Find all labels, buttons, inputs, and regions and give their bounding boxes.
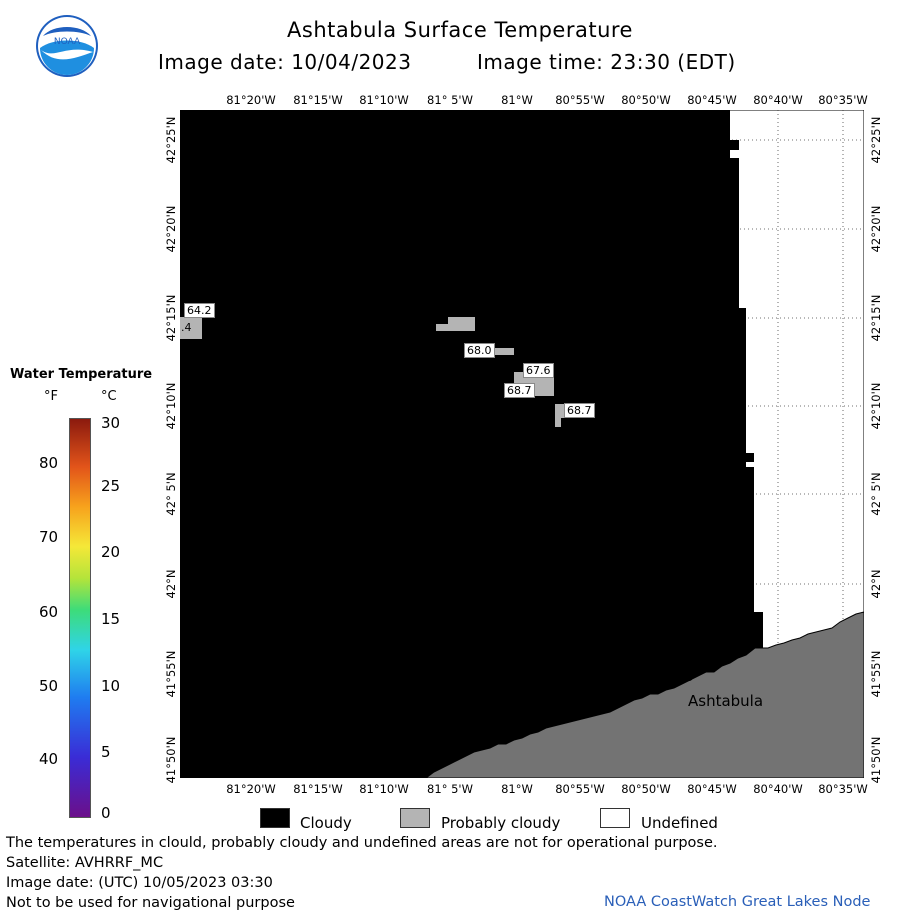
lon-tick: 81°W [501, 93, 533, 107]
lat-tick: 42°10'N [869, 382, 883, 430]
temperature-label: 68.0 [464, 343, 495, 358]
lon-tick: 80°35'W [818, 93, 868, 107]
image-date: Image date: 10/04/2023 [158, 50, 412, 74]
footer-utc-date: Image date: (UTC) 10/05/2023 03:30 [6, 875, 273, 891]
lat-tick: 41°50'N [869, 736, 883, 784]
water-temperature-title: Water Temperature [10, 367, 153, 382]
lon-tick: 81°10'W [359, 93, 409, 107]
lon-tick: 80°45'W [687, 93, 737, 107]
land-area [425, 611, 864, 778]
temperature-label: 67.6 [523, 363, 554, 378]
scale-label-c: 15 [101, 610, 121, 628]
lat-tick: 42°N [164, 569, 178, 599]
lat-tick: 41°55'N [164, 650, 178, 698]
scale-label-f: 50 [39, 677, 59, 695]
lat-tick: 42° 5'N [164, 472, 178, 516]
lat-tick: 42°20'N [164, 205, 178, 253]
temperature-map [180, 110, 864, 778]
page-title: Ashtabula Surface Temperature [287, 18, 633, 42]
legend-swatch-probably-cloudy [400, 808, 430, 828]
lat-tick: 42°20'N [869, 205, 883, 253]
cloudy-area [180, 110, 763, 778]
lon-tick: 81°15'W [293, 782, 343, 796]
noaa-logo: NOAA [36, 15, 98, 77]
legend-label-probably-cloudy: Probably cloudy [441, 814, 561, 832]
scale-label-f: 40 [39, 750, 59, 768]
unit-fahrenheit: °F [44, 389, 58, 404]
footer-satellite: Satellite: AVHRRF_MC [6, 855, 164, 871]
temperature-label: .4 [181, 321, 192, 334]
svg-text:NOAA: NOAA [54, 37, 81, 47]
lon-tick: 80°55'W [555, 782, 605, 796]
footer-note: The temperatures in clould, probably clo… [6, 835, 718, 851]
lat-tick: 42°N [869, 569, 883, 599]
lon-tick: 81°15'W [293, 93, 343, 107]
scale-label-f: 70 [39, 528, 59, 546]
legend-swatch-undefined [600, 808, 630, 828]
scale-label-c: 0 [101, 804, 111, 822]
scale-label-f: 80 [39, 454, 59, 472]
lat-tick: 42°25'N [869, 116, 883, 164]
lat-tick: 41°50'N [164, 736, 178, 784]
legend-label-cloudy: Cloudy [300, 814, 352, 832]
scale-label-c: 10 [101, 677, 121, 695]
lon-tick: 80°40'W [753, 93, 803, 107]
lon-tick: 80°40'W [753, 782, 803, 796]
lon-tick: 81°20'W [226, 782, 276, 796]
ashtabula-marker [685, 673, 693, 681]
legend-label-undefined: Undefined [641, 814, 718, 832]
temperature-label: 68.7 [504, 383, 535, 398]
lon-tick: 80°50'W [621, 93, 671, 107]
image-time: Image time: 23:30 (EDT) [477, 50, 736, 74]
lat-tick: 42°10'N [164, 382, 178, 430]
temperature-label: 68.7 [564, 403, 595, 418]
lat-tick: 42° 5'N [869, 472, 883, 516]
lon-tick: 81° 5'W [427, 782, 473, 796]
lon-tick: 80°55'W [555, 93, 605, 107]
temperature-label: 64.2 [184, 303, 215, 318]
scale-label-f: 60 [39, 603, 59, 621]
scale-label-c: 20 [101, 543, 121, 561]
scale-label-c: 30 [101, 414, 121, 432]
lon-tick: 80°35'W [818, 782, 868, 796]
footer-credit: NOAA CoastWatch Great Lakes Node [604, 894, 871, 910]
scale-label-c: 5 [101, 743, 111, 761]
place-label-ashtabula: Ashtabula [688, 692, 764, 710]
legend-swatch-cloudy [260, 808, 290, 828]
unit-celsius: °C [101, 389, 117, 404]
lon-tick: 80°50'W [621, 782, 671, 796]
lat-tick: 41°55'N [869, 650, 883, 698]
lon-tick: 80°45'W [687, 782, 737, 796]
lon-tick: 81°W [501, 782, 533, 796]
lat-tick: 42°25'N [164, 116, 178, 164]
lon-tick: 81°20'W [226, 93, 276, 107]
lat-tick: 42°15'N [164, 294, 178, 342]
lon-tick: 81°10'W [359, 782, 409, 796]
lon-tick: 81° 5'W [427, 93, 473, 107]
footer-disclaimer: Not to be used for navigational purpose [6, 895, 295, 911]
temperature-color-bar [69, 418, 91, 818]
scale-label-c: 25 [101, 477, 121, 495]
lat-tick: 42°15'N [869, 294, 883, 342]
